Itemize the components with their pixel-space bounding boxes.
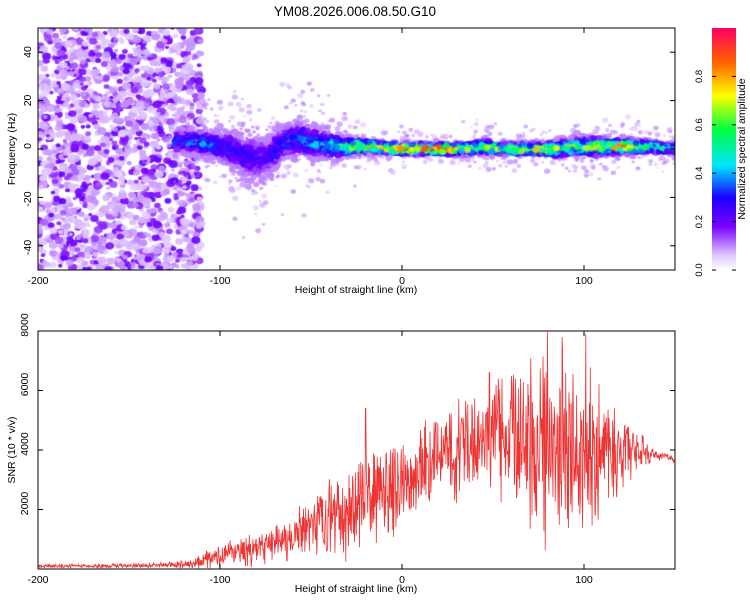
spectrogram-x-ticks: -200 -100 0 100 [27, 28, 593, 287]
snr-panel: 2000 4000 6000 8000 -200 -100 0 100 Height of … [6, 313, 676, 595]
spectrogram-x-tick-label: -100 [209, 275, 230, 287]
colorbar-tick-label: 0.6 [694, 118, 705, 131]
colorbar-label: Normalized spectral amplitude [736, 78, 748, 219]
colorbar-tick-label: 0.4 [694, 167, 705, 180]
spectrogram-y-tick-label: 0 [22, 143, 34, 149]
colorbar-gradient [712, 28, 736, 270]
spectrogram-y-label: Frequency (Hz) [6, 113, 18, 185]
snr-y-tick-label: 2000 [19, 492, 31, 516]
snr-x-label: Height of straight line (km) [295, 583, 418, 595]
colorbar-tick-label: 0.2 [694, 215, 705, 228]
snr-x-tick-label: 0 [399, 574, 405, 586]
snr-x-ticks: -200 -100 0 100 [27, 331, 593, 586]
spectrogram-y-tick-label: -40 [22, 240, 34, 255]
snr-y-tick-label: 6000 [19, 373, 31, 397]
snr-y-ticks: 2000 4000 6000 8000 [19, 313, 675, 515]
spectrogram-y-ticks: -40 -20 0 20 40 [22, 46, 675, 255]
figure-title: YM08.2026.006.08.50.G10 [274, 4, 436, 19]
snr-y-label: SNR (10 * v/v) [6, 416, 18, 483]
colorbar: 0.0 0.2 0.4 0.6 0.8 Normalized spectral ampl… [694, 28, 748, 277]
colorbar-tick-label: 0.0 [694, 263, 705, 276]
spectrogram-y-tick-label: 40 [22, 46, 34, 58]
spectrogram-y-tick-label: -20 [22, 191, 34, 206]
spectrogram-x-label: Height of straight line (km) [295, 284, 418, 296]
spectrogram-x-tick-label: 100 [575, 275, 593, 287]
spectrogram-x-tick-label: -200 [27, 275, 48, 287]
snr-series-line [37, 330, 676, 570]
spectrogram-x-tick-label: 0 [399, 275, 405, 287]
colorbar-ticks: 0.0 0.2 0.4 0.6 0.8 [694, 70, 736, 277]
snr-x-tick-label: 100 [575, 574, 593, 586]
snr-x-tick-label: -200 [27, 574, 48, 586]
spectrogram-y-tick-label: 20 [22, 94, 34, 106]
snr-x-tick-label: -100 [209, 574, 230, 586]
spectrogram-heatmap [38, 28, 675, 270]
colorbar-tick-label: 0.8 [694, 70, 705, 83]
spectrogram-image-holder [38, 28, 675, 270]
snr-y-tick-label: 8000 [19, 313, 31, 337]
snr-y-tick-label: 4000 [19, 432, 31, 456]
